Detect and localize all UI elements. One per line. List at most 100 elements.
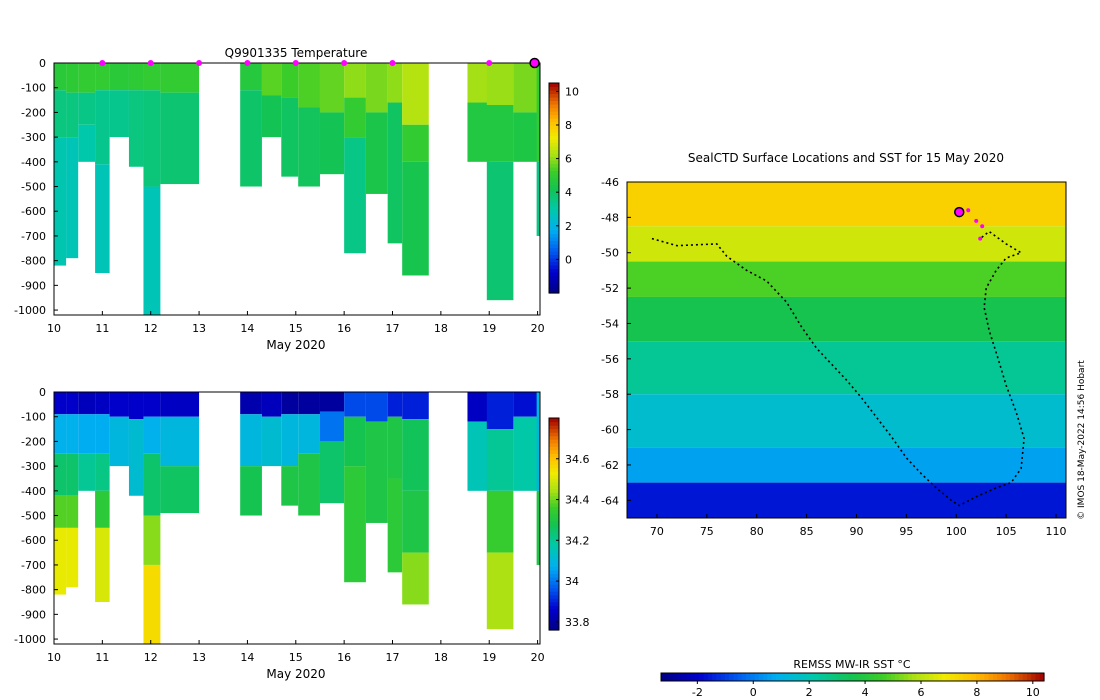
salinity-profile-1-layer-2	[66, 453, 79, 496]
recent-surface-location	[978, 236, 983, 241]
temperature-profile-18-layer-0	[486, 63, 514, 105]
map-y-tick-label: -46	[601, 176, 619, 189]
sst-colorbar-segment	[737, 673, 743, 681]
map-x-tick-label: 70	[650, 525, 664, 538]
temperature-x-tick-label: 12	[144, 322, 158, 335]
salinity-profile-18-layer-3	[486, 552, 514, 630]
salinity-y-tick-label: -100	[21, 411, 46, 424]
salinity-colorbar-segment	[549, 566, 559, 571]
temperature-profile-19-layer-1	[513, 112, 538, 162]
salinity-colorbar-segment	[549, 418, 559, 423]
sst-colorbar-segment	[754, 673, 760, 681]
salinity-colorbar-segment	[549, 608, 559, 613]
temperature-profile-3-layer-0	[95, 63, 110, 91]
sst-colorbar-segment	[716, 673, 722, 681]
salinity-profile-14-layer-0	[365, 392, 388, 422]
sst-band-5	[627, 394, 1066, 448]
temperature-x-tick-label: 14	[240, 322, 254, 335]
temperature-colorbar-segment	[549, 114, 559, 119]
salinity-colorbar-segment	[549, 555, 559, 560]
salinity-colorbar-segment	[549, 460, 559, 465]
salinity-profile-15-layer-1	[387, 416, 403, 479]
sst-colorbar-segment	[916, 673, 922, 681]
sst-colorbar-segment	[907, 673, 913, 681]
sst-band-4	[627, 341, 1066, 395]
temperature-profile-15-layer-0	[387, 63, 403, 103]
sst-colorbar-segment	[767, 673, 773, 681]
salinity-colorbar-segment	[549, 467, 559, 472]
salinity-colorbar-segment	[549, 499, 559, 504]
salinity-colorbar-segment	[549, 425, 559, 430]
sst-colorbar-segment	[924, 673, 930, 681]
salinity-profile-19-layer-0	[513, 392, 538, 417]
salinity-colorbar-segment	[549, 506, 559, 511]
salinity-colorbar-segment	[549, 615, 559, 620]
temperature-y-tick-label: -400	[21, 156, 46, 169]
salinity-profile-16-layer-2	[402, 490, 429, 553]
sst-colorbar-segment	[805, 673, 811, 681]
sst-colorbar-segment	[920, 673, 926, 681]
salinity-profile-0-layer-3	[54, 495, 67, 528]
salinity-colorbar-segment	[549, 432, 559, 437]
temperature-colorbar-segment	[549, 128, 559, 133]
salinity-profile-0-layer-2	[54, 453, 67, 496]
salinity-colorbar-segment	[549, 428, 559, 433]
current-surface-location	[953, 206, 965, 218]
sst-colorbar-segment	[997, 673, 1003, 681]
surface-profile-marker	[244, 60, 251, 66]
salinity-colorbar-tick-label: 34.4	[565, 494, 590, 507]
surface-profile-marker	[486, 60, 493, 66]
salinity-colorbar-segment	[549, 456, 559, 461]
temperature-y-tick-label: 0	[39, 57, 46, 70]
sst-band-3	[627, 296, 1066, 342]
salinity-x-tick-label: 15	[289, 651, 303, 664]
salinity-profile-12-layer-2	[319, 441, 345, 504]
temperature-y-tick-label: -600	[21, 205, 46, 218]
temperature-colorbar-segment	[549, 237, 559, 242]
sst-colorbar-segment	[856, 673, 862, 681]
map-y-tick-label: -48	[601, 211, 619, 224]
sst-colorbar-segment	[729, 673, 734, 681]
temperature-x-tick-label: 15	[289, 322, 303, 335]
sst-colorbar-tick-label: 4	[862, 686, 869, 699]
sst-colorbar-segment	[673, 673, 679, 681]
temperature-colorbar-segment	[549, 195, 559, 200]
salinity-profile-11-layer-1	[298, 414, 320, 454]
sst-band-2	[627, 261, 1066, 297]
map-x-tick-label: 105	[996, 525, 1017, 538]
sst-colorbar-segment	[1018, 673, 1024, 681]
salinity-colorbar-tick-label: 33.8	[565, 616, 590, 629]
sst-colorbar-segment	[1039, 673, 1045, 681]
map-y-tick-label: -62	[601, 459, 619, 472]
temperature-colorbar-segment	[549, 286, 559, 291]
temperature-colorbar-segment	[549, 275, 559, 280]
sst-map-frame	[626, 181, 1067, 519]
salinity-profile-14-layer-1	[365, 421, 388, 523]
recent-surface-location	[966, 208, 971, 213]
temperature-colorbar-segment	[549, 135, 559, 140]
salinity-profile-3-layer-3	[95, 490, 110, 528]
sst-colorbar-segment	[682, 673, 688, 681]
temperature-profile-5-layer-0	[128, 63, 144, 91]
temperature-profile-14-layer-1	[365, 112, 388, 194]
salinity-colorbar-segment	[549, 513, 559, 518]
salinity-colorbar-segment	[549, 626, 559, 631]
salinity-colorbar-segment	[549, 463, 559, 469]
salinity-profile-18-layer-0	[486, 392, 514, 430]
salinity-profile-7-layer-0	[160, 392, 200, 417]
salinity-colorbar-segment	[549, 601, 559, 606]
temperature-x-tick-label: 20	[531, 322, 545, 335]
sst-colorbar-segment	[1005, 673, 1011, 681]
salinity-x-tick-label: 19	[482, 651, 496, 664]
sst-colorbar-segment	[724, 673, 730, 681]
sst-colorbar-segment	[720, 673, 726, 681]
temperature-colorbar-tick-label: 4	[565, 186, 572, 199]
salinity-x-tick-label: 11	[95, 651, 109, 664]
sst-colorbar-segment	[669, 673, 675, 681]
sst-colorbar-segment	[980, 673, 986, 681]
temperature-profile-16-layer-0	[402, 63, 429, 125]
salinity-colorbar-segment	[549, 474, 559, 479]
salinity-colorbar-segment	[549, 449, 559, 454]
sst-colorbar-segment	[665, 673, 671, 681]
